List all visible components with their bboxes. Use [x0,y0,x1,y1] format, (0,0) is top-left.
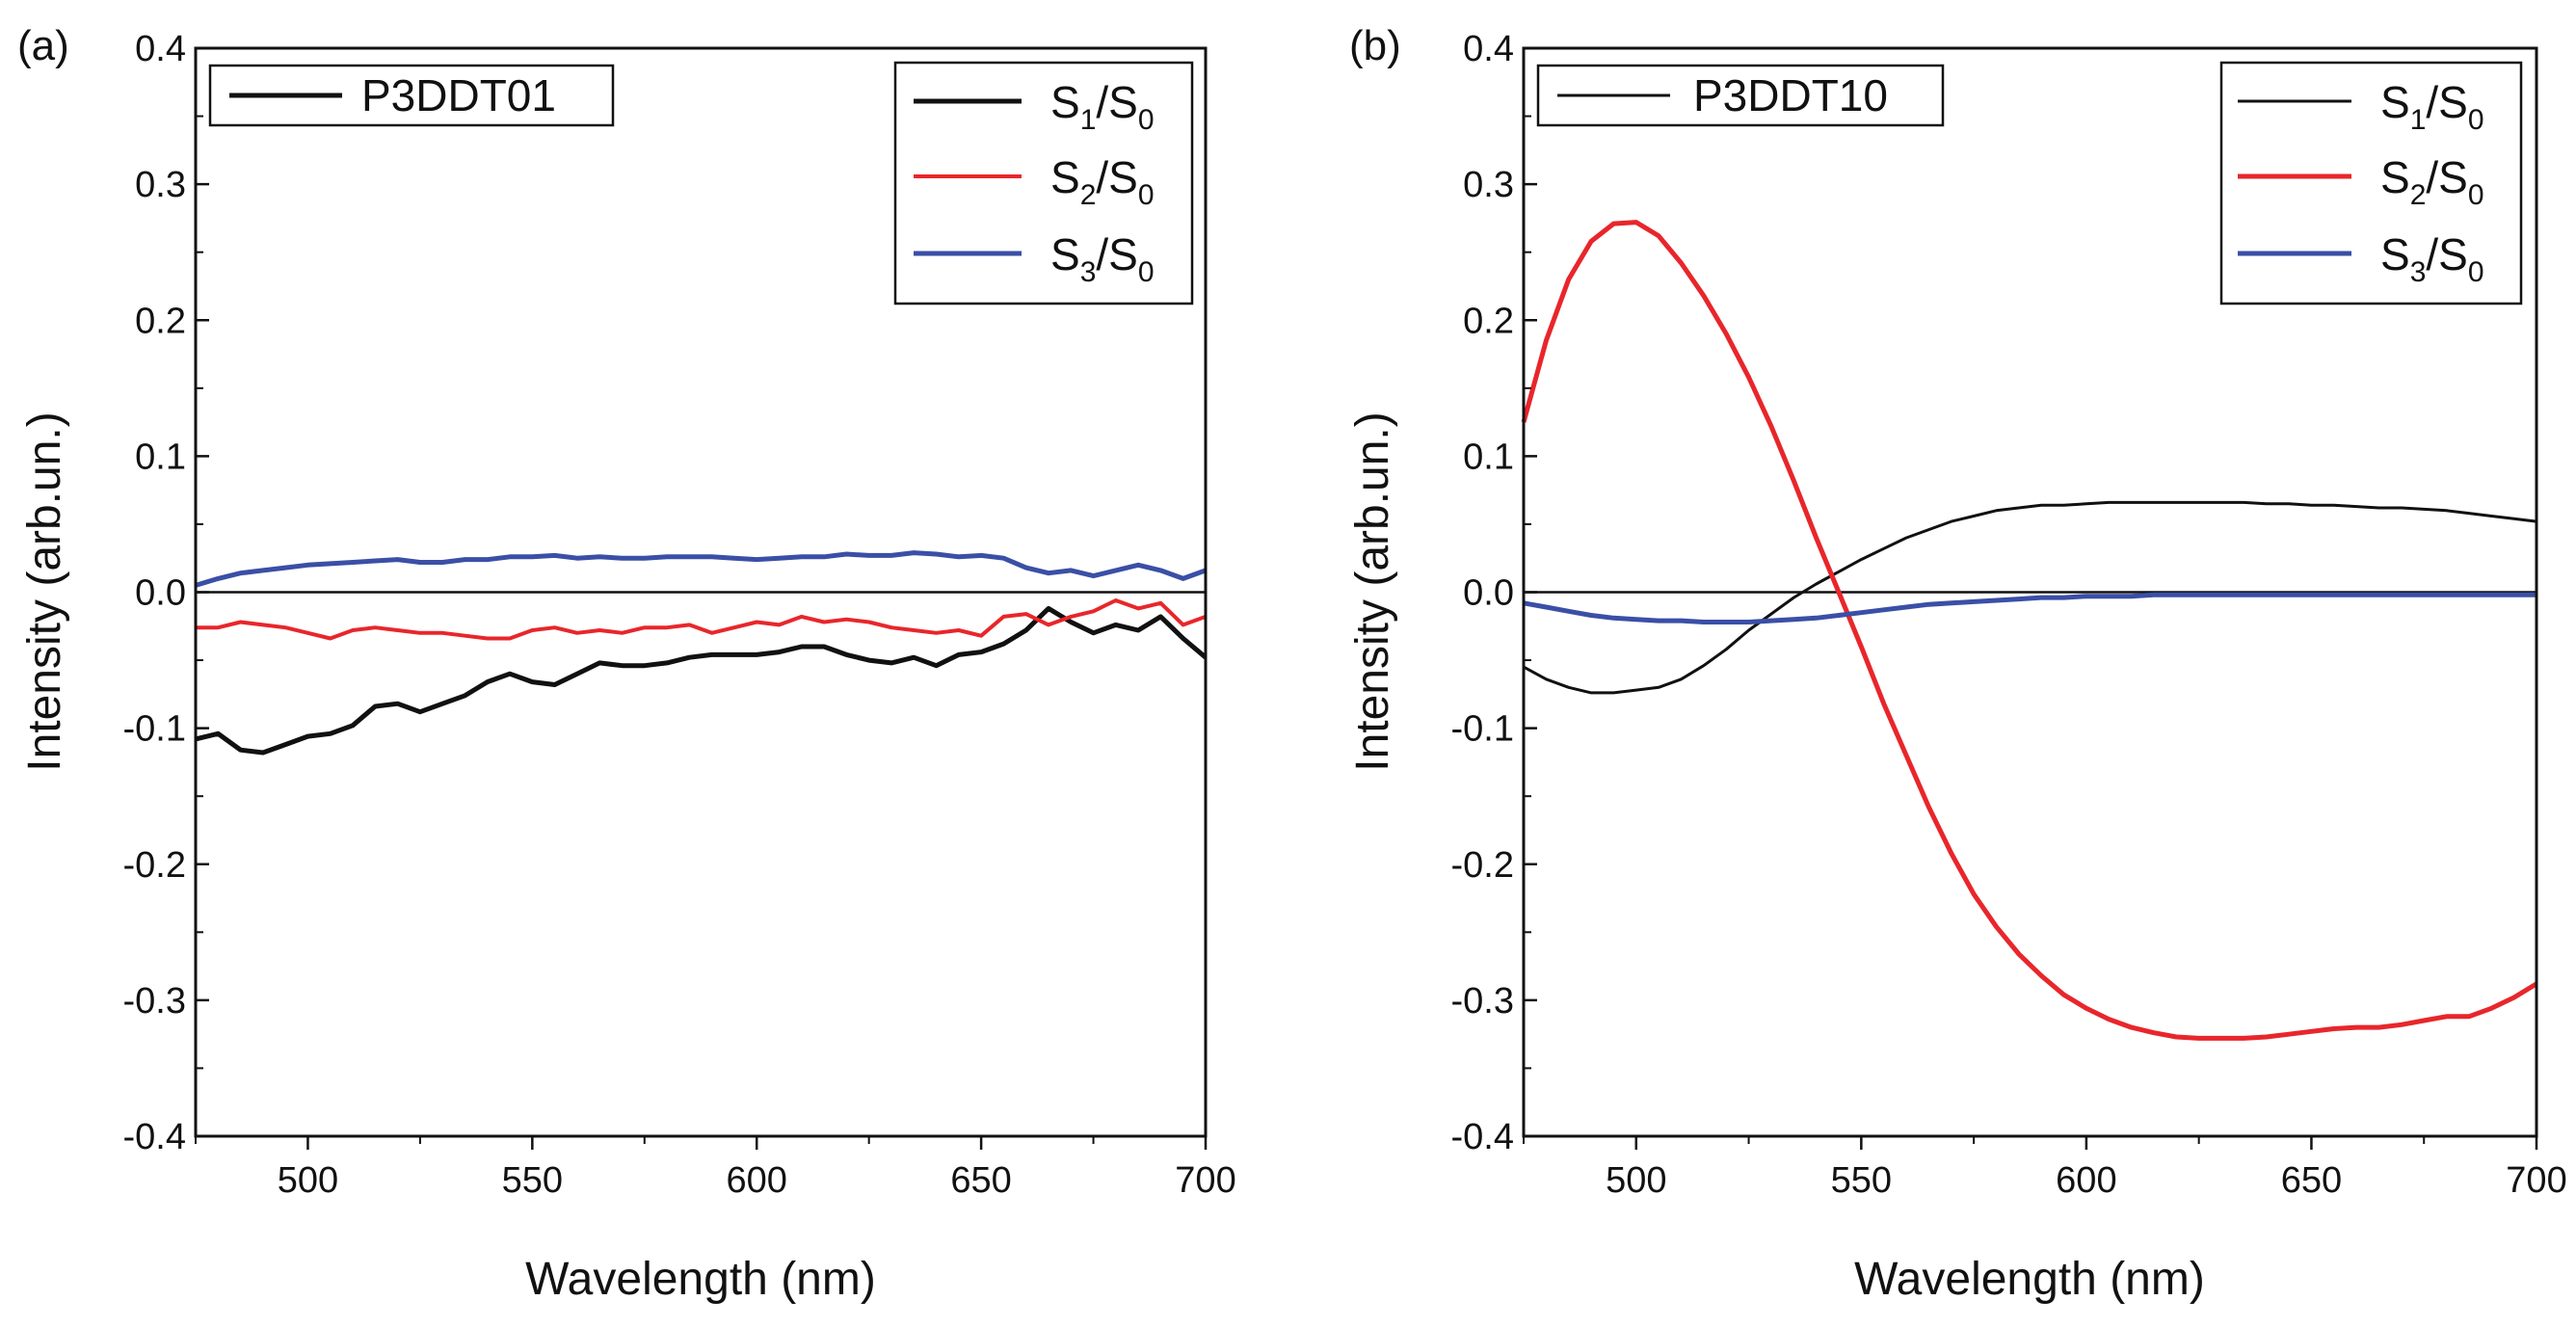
panel-a-x-axis-title: Wavelength (nm) [525,1254,876,1305]
panel-b-sample-legend: P3DDT10 [1536,64,1945,127]
xtick-label: 650 [2281,1160,2342,1201]
xtick-label: 700 [2506,1160,2566,1201]
series-s1-line [1523,500,2537,695]
panel-a-sample-legend: P3DDT01 [208,64,615,127]
sample-legend-label: P3DDT01 [361,70,556,120]
ytick-label: -0.1 [1451,709,1514,750]
panel-a-ytick-labels: -0.4 -0.3 -0.2 -0.1 0.0 0.1 0.2 0.3 0.4 [123,29,186,1157]
xtick-label: 550 [502,1160,563,1201]
xtick-label: 600 [727,1160,787,1201]
ytick-label: 0.2 [1463,301,1514,341]
legend-entry-s3: S3/S0 [1050,229,1155,288]
panel-b-series-layer [1521,220,2538,1041]
ytick-label: 0.4 [1463,29,1514,69]
xtick-label: 550 [1831,1160,1892,1201]
ytick-label: 0.3 [1463,165,1514,205]
sample-legend-box [1536,64,1945,127]
panel-a: (a) -0.4 -0.3 -0.2 -0.1 0.0 0.1 0.2 0.3 … [17,22,1236,1305]
ytick-label: -0.1 [123,709,186,750]
panel-b: (b) -0.4 -0.3 -0.2 -0.1 0.0 0.1 0.2 0.3 … [1347,22,2567,1305]
panel-b-ticks [1523,46,2538,1150]
panel-a-y-axis-title: Intensity (arb.un.) [19,411,70,772]
legend-box [2219,61,2523,305]
ytick-label: 0.2 [135,301,186,341]
panel-b-legend: S1/S0 S2/S0 S3/S0 [2219,61,2523,305]
panel-a-ticks [195,46,1208,1150]
legend-entry-s1: S1/S0 [1050,77,1155,136]
ytick-label: 0.1 [1463,437,1514,477]
ytick-label: 0.1 [135,437,186,477]
panel-b-y-axis-title: Intensity (arb.un.) [1347,411,1398,772]
series-s2-line [1521,220,2538,1041]
ytick-label: -0.4 [1451,1117,1514,1157]
panel-b-x-axis-title: Wavelength (nm) [1854,1254,2205,1305]
legend-entry-s2: S2/S0 [2380,152,2484,211]
xtick-label: 700 [1175,1160,1235,1201]
legend-entry-s1: S1/S0 [2380,77,2484,136]
panel-a-legend: S1/S0 S2/S0 S3/S0 [893,61,1194,305]
series-s3-line [1523,592,2536,624]
xtick-label: 600 [2056,1160,2116,1201]
ytick-label: -0.2 [123,845,186,886]
series-s2-line [196,598,1207,641]
panel-b-ytick-labels: -0.4 -0.3 -0.2 -0.1 0.0 0.1 0.2 0.3 0.4 [1451,29,1514,1157]
ytick-label: -0.2 [1451,845,1514,886]
ytick-label: 0.4 [135,29,186,69]
series-s3-line [195,550,1207,588]
panel-b-xtick-labels: 500 550 600 650 700 [1606,1160,2567,1201]
panel-a-series-layer [195,550,1208,756]
xtick-label: 650 [950,1160,1011,1201]
ytick-label: -0.3 [123,981,186,1022]
sample-legend-label: P3DDT10 [1693,70,1888,120]
ytick-label: 0.0 [1463,573,1514,614]
panel-b-label: (b) [1349,22,1401,69]
panel-a-label: (a) [17,22,69,69]
legend-entry-s2: S2/S0 [1050,152,1155,211]
ytick-label: 0.3 [135,165,186,205]
ytick-label: -0.4 [123,1117,186,1157]
xtick-label: 500 [1606,1160,1666,1201]
legend-entry-s3: S3/S0 [2380,229,2484,288]
ytick-label: 0.0 [135,573,186,614]
panel-a-xtick-labels: 500 550 600 650 700 [278,1160,1236,1201]
legend-box [893,61,1194,305]
xtick-label: 500 [278,1160,338,1201]
ytick-label: -0.3 [1451,981,1514,1022]
